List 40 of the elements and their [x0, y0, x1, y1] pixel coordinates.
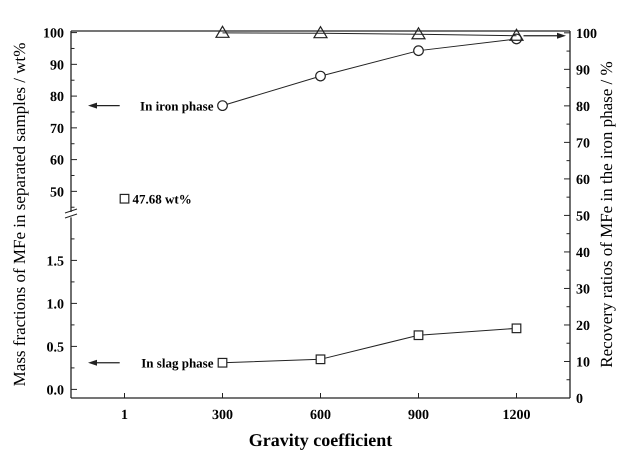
y-tick-label: 70 — [50, 122, 64, 137]
y2-tick-label: 70 — [576, 136, 590, 152]
point — [217, 100, 228, 112]
y2-tick-label: 80 — [576, 100, 590, 115]
annotation: In slag phase — [141, 356, 214, 371]
x-tick-label: 1 — [121, 408, 128, 423]
y-tick-label: 80 — [50, 90, 64, 106]
y-tick-label: 1.0 — [46, 297, 64, 312]
x-tick-label: 1200 — [502, 408, 530, 423]
y2-tick-label: 100 — [576, 26, 597, 42]
y2-tick-label: 0 — [576, 392, 583, 407]
point — [512, 323, 522, 334]
x-tick-label: 900 — [408, 408, 429, 423]
y2-tick-label: 40 — [576, 246, 590, 261]
x-axis-title: Gravity coefficient — [248, 430, 392, 450]
y2-tick-label: 90 — [576, 63, 590, 78]
y2-tick-label: 30 — [576, 282, 590, 298]
y2-tick-label: 20 — [576, 318, 590, 334]
point — [218, 358, 228, 368]
y-tick-label: 1.5 — [46, 254, 64, 270]
y-axis-title: Mass fractions of MFe in separated samples / wt% — [10, 42, 29, 386]
point — [413, 45, 424, 56]
y2-tick-label: 60 — [576, 172, 590, 188]
point — [316, 354, 326, 364]
y-tick-label: 0.5 — [46, 340, 64, 356]
y2-axis-title: Recovery ratios of MFe in the iron phase / % — [597, 61, 616, 368]
point — [414, 330, 424, 340]
y-tick-label: 60 — [50, 154, 64, 169]
y-tick-label: 50 — [50, 185, 64, 200]
annotation: In iron phase — [140, 98, 214, 114]
point — [120, 194, 130, 204]
x-tick-label: 300 — [212, 408, 234, 423]
annotation: 47.68 wt% — [132, 192, 192, 207]
y-tick-label: 100 — [43, 26, 64, 42]
y2-tick-label: 50 — [576, 209, 590, 224]
point — [315, 70, 326, 82]
x-tick-label: 600 — [310, 408, 331, 423]
y-tick-label: 90 — [50, 58, 64, 74]
y-tick-label: 0.0 — [46, 383, 64, 398]
y2-tick-label: 10 — [576, 355, 590, 370]
